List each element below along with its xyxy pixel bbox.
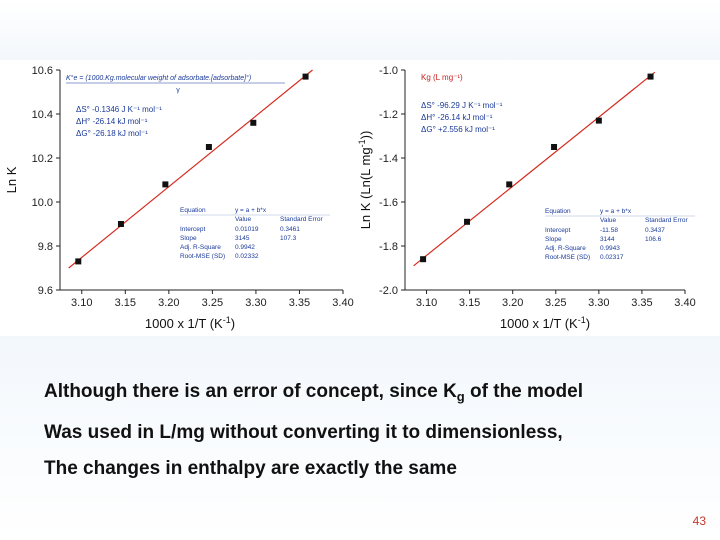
chart2-stats-row: 0.9943 — [600, 245, 620, 252]
chart2-thermo-line: ΔH° -26.14 kJ mol⁻¹ — [421, 113, 493, 122]
chart1-x-tick-label: 3.40 — [332, 297, 353, 309]
chart2-thermo-line: ΔG° +2.556 kJ mol⁻¹ — [421, 125, 495, 134]
chart1-thermo-line: ΔG° -26.18 kJ mol⁻¹ — [76, 129, 148, 138]
chart2-y-tick-label: -1.4 — [379, 153, 398, 165]
chart1-data-point — [250, 119, 257, 126]
chart2-data-point — [647, 73, 654, 80]
chart2-stats-row: 0.02317 — [600, 254, 624, 261]
chart1-thermo-line: ΔS° -0.1346 J K⁻¹ mol⁻¹ — [76, 105, 162, 114]
chart1-stats-subheader: Value — [235, 216, 252, 223]
chart2-x-tick-label: 3.30 — [588, 297, 609, 309]
chart1-stats-row: Adj. R-Square — [180, 244, 221, 251]
chart2-legend: Kg (L mg⁻¹) — [421, 73, 463, 82]
chart2-y-tick-label: -1.2 — [379, 109, 398, 121]
chart2-stats-row: Root-MSE (SD) — [545, 254, 590, 261]
chart2-stats-row: Intercept — [545, 227, 570, 234]
chart2-data-point — [464, 218, 471, 225]
chart1-stats-row: Root-MSE (SD) — [180, 253, 225, 260]
chart1-data-point — [162, 181, 169, 188]
chart1-stats-row: 0.3461 — [280, 226, 300, 233]
chart1-stats-row: 0.01019 — [235, 226, 259, 233]
chart2-stats-subheader: Standard Error — [645, 217, 688, 224]
chart2-x-tick-label: 3.35 — [631, 297, 652, 309]
figure-panel: 3.10 3.15 3.20 3.25 3.30 3.35 3.40 9.6 9.8 10.0 10… — [0, 60, 720, 336]
chart1-y-tick-label: 9.8 — [38, 241, 53, 253]
chart1-data-point — [75, 258, 82, 265]
chart2-data-point — [551, 144, 558, 150]
chart2-stats-row: 106.6 — [645, 236, 662, 243]
chart2-y-tick-label: -2.0 — [379, 285, 398, 297]
chart1-y-tick-label: 10.2 — [32, 153, 53, 165]
chart1-y-tick-label: 10.0 — [32, 197, 53, 209]
chart1-data-point — [205, 144, 212, 150]
chart1-stats-header: Equation — [180, 207, 206, 214]
chart2-x-tick-label: 3.40 — [674, 297, 695, 309]
chart1-y-tick-label: 10.6 — [32, 65, 53, 77]
chart2-stats-header: Equation — [545, 208, 571, 215]
chart1-data-point — [117, 221, 124, 227]
caption-line-3: The changes in enthalpy are exactly the … — [44, 458, 457, 479]
chart1-x-tick-label: 3.20 — [158, 297, 179, 309]
chart2-x-tick-label: 3.20 — [502, 297, 523, 309]
chart1-stats-row: Intercept — [180, 226, 205, 233]
chart2-data-point — [506, 181, 513, 188]
chart1-x-tick-label: 3.35 — [289, 297, 310, 309]
chart1-x-tick-label: 3.15 — [115, 297, 136, 309]
caption-line-1-text: Although there is an error of concept, s… — [44, 381, 457, 402]
chart2-stats-row: 0.3437 — [645, 227, 665, 234]
chart2-thermo-line: ΔS° -96.29 J K⁻¹ mol⁻¹ — [421, 101, 503, 110]
chart2-stats-row: -11.58 — [600, 227, 618, 234]
chart2-x-axis-label: 1000 x 1/T (K-1) — [500, 315, 590, 331]
chart2-x-tick-label: 3.15 — [459, 297, 480, 309]
chart1-stats-subheader: Standard Error — [280, 216, 323, 223]
caption-line-2: Was used in L/mg without converting it t… — [44, 422, 563, 443]
chart1-stats-row: 0.02332 — [235, 253, 259, 260]
chart2-y-axis-label: Ln K (Ln(L mg-1)) — [357, 131, 373, 230]
chart1-stats-row: 107.3 — [280, 235, 297, 242]
chart2-stats-row: Adj. R-Square — [545, 245, 586, 252]
chart1-y-tick-label: 10.4 — [32, 109, 53, 121]
charts-svg: 3.10 3.15 3.20 3.25 3.30 3.35 3.40 9.6 9.8 10.0 10… — [4, 65, 696, 331]
chart1-data-point — [302, 73, 309, 80]
chart1-formula: K°e = (1000.Kg.molecular weight of adsor… — [66, 74, 251, 82]
chart2-y-tick-label: -1.0 — [379, 65, 398, 77]
chart2-stats-row: Slope — [545, 236, 562, 243]
chart2-x-tick-label: 3.25 — [545, 297, 566, 309]
caption-subscript: g — [456, 389, 465, 404]
caption: Although there is an error of concept, s… — [44, 374, 704, 487]
chart1-y-tick-label: 9.6 — [38, 285, 53, 297]
chart2-stats-subheader: Value — [600, 217, 617, 224]
chart1-y-axis-label: Ln K — [4, 166, 19, 193]
chart1-formula-denominator: γ — [176, 87, 180, 94]
slide-top-band — [0, 0, 720, 70]
page-number: 43 — [692, 514, 706, 528]
chart2-y-tick-label: -1.8 — [379, 241, 398, 253]
chart2-x-tick-label: 3.10 — [416, 297, 437, 309]
chart1-stats-header: y = a + b*x — [235, 207, 267, 214]
chart1-x-tick-label: 3.25 — [202, 297, 223, 309]
chart1-x-tick-label: 3.10 — [71, 297, 92, 309]
caption-line-1: Although there is an error of concept, s… — [44, 374, 704, 415]
chart2-stats-header: y = a + b*x — [600, 208, 632, 215]
chart1-thermo-line: ΔH° -26.14 kJ mol⁻¹ — [76, 117, 148, 126]
chart2-stats-row: 3144 — [600, 236, 615, 243]
chart1-stats-row: 0.9942 — [235, 244, 255, 251]
chart1-stats-row: Slope — [180, 235, 197, 242]
chart1-stats-row: 3145 — [235, 235, 250, 242]
chart2-data-point — [420, 256, 427, 263]
chart1-x-axis-label: 1000 x 1/T (K-1) — [145, 315, 235, 331]
chart2-fit-line — [413, 71, 656, 267]
chart2-data-point — [595, 117, 602, 124]
chart2-y-tick-label: -1.6 — [379, 197, 398, 209]
chart1-x-tick-label: 3.30 — [245, 297, 266, 309]
caption-line-1-end: of the model — [464, 381, 583, 402]
chart1-fit-line — [68, 69, 313, 269]
